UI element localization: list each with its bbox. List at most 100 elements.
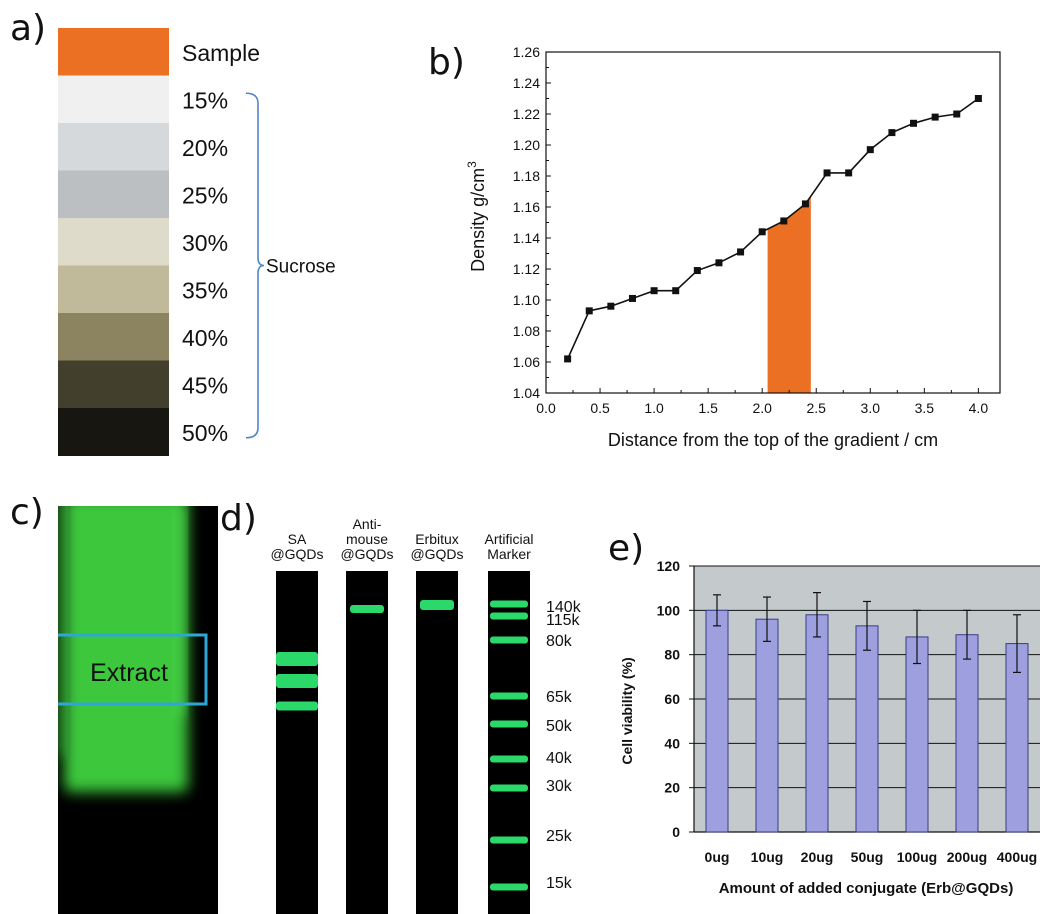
swatch-5 xyxy=(58,265,169,314)
lane-0 xyxy=(276,571,318,914)
marker-label-5: 40k xyxy=(546,750,573,767)
swatch-label-6: 40% xyxy=(182,325,228,351)
y-tick-label-4: 1.12 xyxy=(513,261,540,277)
y-tick-label-0: 1.04 xyxy=(513,385,540,401)
data-point-0 xyxy=(564,355,572,363)
x-tick-label-6: 400ug xyxy=(997,849,1037,865)
marker-label-2: 80k xyxy=(546,633,573,650)
x-tick-label-1: 0.5 xyxy=(590,400,610,416)
y-tick-label-11: 1.26 xyxy=(513,44,540,60)
y-tick-label-9: 1.22 xyxy=(513,106,540,122)
data-point-4 xyxy=(650,287,658,295)
data-point-8 xyxy=(737,248,745,256)
marker-label-1: 115k xyxy=(546,612,581,629)
gel-lanes-panel: SA@GQDsAnti-mouse@GQDsErbitux@GQDsArtifi… xyxy=(270,516,582,914)
data-point-18 xyxy=(953,110,961,118)
swatch-6 xyxy=(58,313,169,361)
y-tick-label-2: 1.08 xyxy=(513,323,540,339)
lane-3-band-7 xyxy=(490,836,528,844)
panel-label-b: b) xyxy=(428,42,465,83)
y-tick-label-6: 120 xyxy=(657,558,681,574)
sample-band-highlight xyxy=(767,196,811,393)
marker-label-3: 65k xyxy=(546,689,573,706)
x-tick-label-1: 10ug xyxy=(751,849,784,865)
gel-edge-left xyxy=(58,506,66,756)
data-point-11 xyxy=(801,200,809,208)
y-tick-label-1: 20 xyxy=(664,780,680,796)
y-tick-label-6: 1.16 xyxy=(513,199,540,215)
y-tick-label-4: 80 xyxy=(664,647,680,663)
swatch-2 xyxy=(58,123,169,171)
marker-label-8: 15k xyxy=(546,875,573,892)
panel-label-e: e) xyxy=(608,528,645,569)
lane-3-band-2 xyxy=(490,636,528,644)
lane-0-band-1 xyxy=(276,674,318,688)
y-axis-label-superscript: 3 xyxy=(465,161,479,168)
y-tick-label-1: 1.06 xyxy=(513,354,540,370)
lane-0-title-0: SA xyxy=(288,531,307,547)
bar-4 xyxy=(905,636,929,833)
x-tick-label-5: 2.5 xyxy=(807,400,827,416)
lane-2 xyxy=(416,571,458,914)
y-axis-label: Cell viability (%) xyxy=(619,657,635,764)
swatch-0 xyxy=(58,28,169,76)
marker-label-7: 25k xyxy=(546,828,573,845)
bar-0 xyxy=(705,609,729,833)
y-tick-label-5: 1.14 xyxy=(513,230,540,246)
gel-green-band xyxy=(64,506,188,792)
x-tick-label-7: 3.5 xyxy=(915,400,935,416)
panel-label-c: c) xyxy=(10,492,44,533)
lane-2-title-1: @GQDs xyxy=(410,546,463,562)
lane-1-title-2: @GQDs xyxy=(340,546,393,562)
x-tick-label-4: 2.0 xyxy=(752,400,772,416)
data-point-12 xyxy=(823,169,831,177)
lane-3-band-0 xyxy=(490,600,528,608)
swatch-1 xyxy=(58,75,169,124)
data-point-6 xyxy=(693,267,701,275)
sucrose-gradient-panel: Sample 15% 20% 25% 30% 35% 40% 45% 50% Sucrose xyxy=(58,28,336,456)
data-point-5 xyxy=(672,287,680,295)
swatch-3 xyxy=(58,170,169,219)
lane-2-title-0: Erbitux xyxy=(415,531,459,547)
swatch-label-3: 25% xyxy=(182,182,228,208)
x-axis-label: Amount of added conjugate (Erb@GQDs) xyxy=(719,880,1014,897)
data-point-1 xyxy=(585,307,593,315)
swatch-label-2: 20% xyxy=(182,135,228,161)
lane-0-band-2 xyxy=(276,701,318,711)
marker-label-6: 30k xyxy=(546,778,573,795)
x-tick-label-8: 4.0 xyxy=(969,400,989,416)
swatch-label-7: 45% xyxy=(182,372,228,398)
swatch-label-0: Sample xyxy=(182,40,260,66)
lane-1-title-1: mouse xyxy=(346,531,388,547)
lane-0-title-1: @GQDs xyxy=(270,546,323,562)
y-axis-label: Density g/cm3 xyxy=(465,161,488,272)
swatch-4 xyxy=(58,218,169,266)
y-tick-label-3: 1.10 xyxy=(513,292,540,308)
swatch-label-1: 15% xyxy=(182,87,228,113)
data-point-13 xyxy=(845,169,853,177)
x-tick-label-2: 20ug xyxy=(801,849,834,865)
lane-1 xyxy=(346,571,388,914)
bar-3 xyxy=(855,625,879,833)
lane-3-band-5 xyxy=(490,755,528,763)
swatch-label-5: 35% xyxy=(182,277,228,303)
swatch-8 xyxy=(58,408,169,456)
lane-3-band-6 xyxy=(490,784,528,792)
extract-box xyxy=(58,633,208,706)
y-tick-label-8: 1.20 xyxy=(513,137,540,153)
swatch-label-8: 50% xyxy=(182,420,228,446)
x-tick-label-0: 0.0 xyxy=(536,400,556,416)
lane-0-band-0 xyxy=(276,652,318,666)
panel-label-a: a) xyxy=(10,8,47,49)
cell-viability-chart: 0 20 40 60 80 100 120 0ug 10ug 20ug 50ug 100ug 200ug… xyxy=(619,558,1040,897)
bar-1 xyxy=(755,618,779,833)
bar-2 xyxy=(805,614,829,833)
gel-edge-right xyxy=(174,506,186,716)
gel-extract-panel: Extract xyxy=(58,506,218,914)
x-axis-label: Distance from the top of the gradient / … xyxy=(608,430,938,450)
data-point-2 xyxy=(607,302,615,310)
y-tick-label-3: 60 xyxy=(664,691,680,707)
marker-label-4: 50k xyxy=(546,718,573,735)
sucrose-bracket xyxy=(245,92,265,439)
x-tick-label-0: 0ug xyxy=(705,849,730,865)
